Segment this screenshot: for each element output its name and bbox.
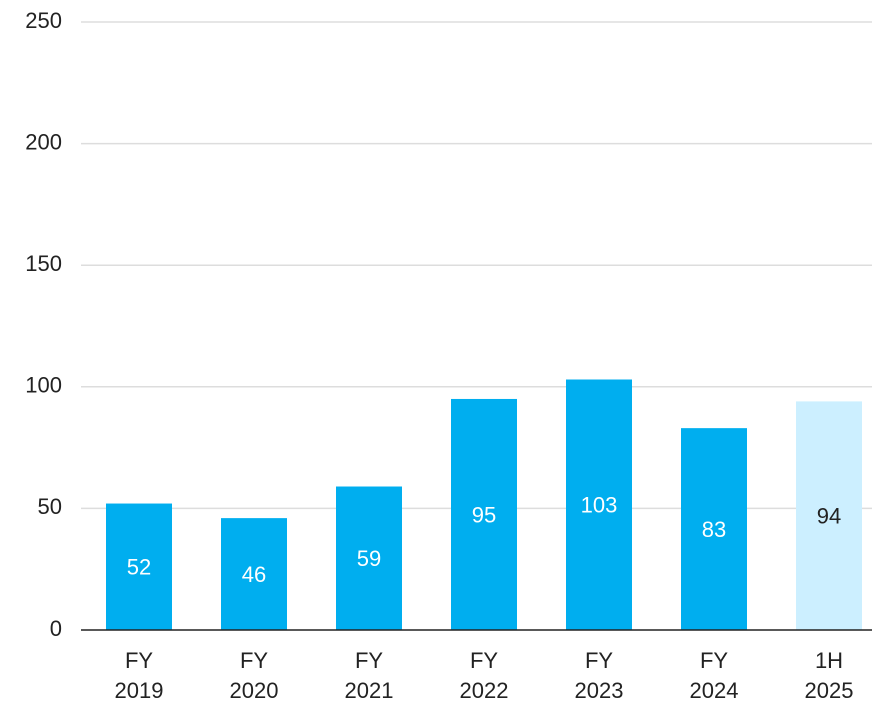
y-tick-label: 150 xyxy=(25,251,62,276)
bar xyxy=(681,428,747,630)
y-tick-label: 200 xyxy=(25,129,62,154)
bar xyxy=(796,401,862,630)
x-tick-label: FY 2023 xyxy=(575,648,624,702)
x-tick-label: FY 2021 xyxy=(345,648,394,702)
value-label: 83 xyxy=(702,517,726,542)
x-tick-label: FY 2022 xyxy=(460,648,509,702)
value-label: 59 xyxy=(357,546,381,571)
value-label: 46 xyxy=(242,562,266,587)
bar xyxy=(566,379,632,630)
y-tick-label: 50 xyxy=(38,494,62,519)
bar xyxy=(451,398,517,630)
bar xyxy=(106,503,172,630)
y-tick-label: 250 xyxy=(25,8,62,33)
y-tick-label: 100 xyxy=(25,373,62,398)
x-tick-label: 1H 2025 xyxy=(805,648,854,702)
x-tick-label: FY 2019 xyxy=(115,648,164,702)
value-label: 95 xyxy=(472,502,496,527)
value-label: 52 xyxy=(127,555,151,580)
x-tick-label: FY 2024 xyxy=(690,648,739,702)
y-tick-label: 0 xyxy=(50,616,62,641)
bar xyxy=(336,486,402,630)
value-label: 103 xyxy=(581,493,618,518)
x-tick-label: FY 2020 xyxy=(230,648,279,702)
value-label: 94 xyxy=(817,504,841,529)
bar xyxy=(221,518,287,630)
